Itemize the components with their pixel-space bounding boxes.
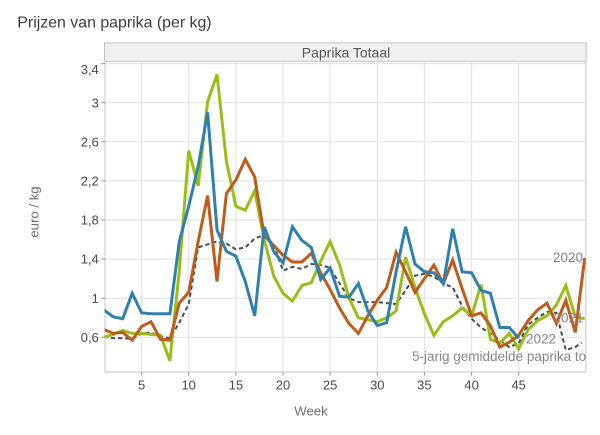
svg-text:2,6: 2,6 — [81, 134, 99, 149]
svg-text:30: 30 — [370, 377, 384, 392]
svg-text:5-jarig gemiddelde paprika to: 5-jarig gemiddelde paprika to — [412, 349, 586, 364]
svg-text:45: 45 — [511, 377, 525, 392]
svg-text:2,2: 2,2 — [81, 174, 99, 189]
svg-text:2020: 2020 — [553, 250, 583, 265]
svg-text:3: 3 — [92, 95, 99, 110]
svg-text:Prijzen van paprika (per kg): Prijzen van paprika (per kg) — [17, 15, 211, 32]
svg-text:3,4: 3,4 — [81, 62, 99, 77]
svg-text:20: 20 — [276, 377, 290, 392]
svg-text:Week: Week — [294, 403, 328, 418]
svg-text:0,6: 0,6 — [81, 330, 99, 345]
svg-text:35: 35 — [417, 377, 431, 392]
svg-text:10: 10 — [181, 377, 195, 392]
svg-text:40: 40 — [464, 377, 478, 392]
svg-text:15: 15 — [229, 377, 243, 392]
svg-text:5: 5 — [138, 377, 145, 392]
svg-text:25: 25 — [323, 377, 337, 392]
svg-text:2021: 2021 — [554, 310, 584, 325]
svg-text:2022: 2022 — [526, 332, 556, 347]
svg-text:1,8: 1,8 — [81, 213, 99, 228]
svg-text:euro / kg: euro / kg — [26, 186, 41, 237]
svg-text:Paprika Totaal: Paprika Totaal — [302, 44, 390, 60]
svg-text:1: 1 — [92, 291, 99, 306]
svg-text:1,4: 1,4 — [81, 252, 99, 267]
